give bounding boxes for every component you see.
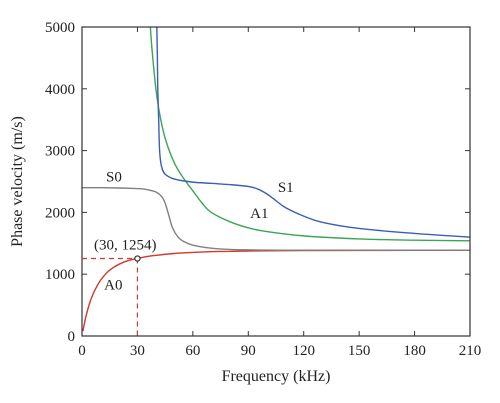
y-tick-label: 3000 bbox=[45, 144, 75, 160]
x-tick-label: 120 bbox=[292, 343, 315, 359]
x-tick-label: 210 bbox=[459, 343, 482, 359]
curve-label-s1: S1 bbox=[278, 180, 294, 196]
x-tick-label: 0 bbox=[78, 343, 86, 359]
plot-frame bbox=[81, 26, 471, 337]
x-axis-label: Frequency (kHz) bbox=[222, 368, 331, 385]
y-tick-label: 1000 bbox=[45, 267, 75, 283]
annotation-marker bbox=[134, 255, 141, 262]
x-tick-label: 150 bbox=[348, 343, 371, 359]
x-tick-label: 30 bbox=[130, 343, 145, 359]
x-tick-label: 90 bbox=[241, 343, 256, 359]
curve-label-s0: S0 bbox=[106, 170, 122, 186]
series-line-a1 bbox=[149, 27, 470, 242]
y-tick-label: 5000 bbox=[45, 20, 75, 36]
series-line-a0 bbox=[82, 249, 470, 332]
curve-label-a1: A1 bbox=[250, 206, 268, 222]
y-tick-label: 2000 bbox=[45, 205, 75, 221]
curve-label-a0: A0 bbox=[104, 278, 122, 294]
y-axis-label: Phase velocity (m/s) bbox=[9, 116, 26, 247]
series-line-s1 bbox=[156, 27, 470, 238]
series-line-s0 bbox=[82, 186, 470, 251]
x-tick-label: 180 bbox=[403, 343, 426, 359]
y-tick-label: 4000 bbox=[45, 82, 75, 98]
annotation-label: (30, 1254) bbox=[94, 238, 157, 254]
y-tick-label: 0 bbox=[68, 329, 76, 345]
x-tick-label: 60 bbox=[185, 343, 200, 359]
